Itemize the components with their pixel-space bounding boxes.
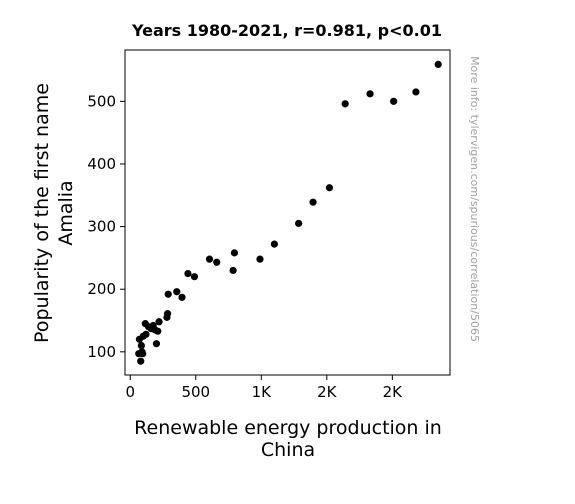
data-point xyxy=(178,293,186,301)
plot-area: 0 500 1K 2K 2K 100 200 300 400 500 xyxy=(87,49,451,401)
data-point xyxy=(256,255,264,263)
data-point xyxy=(155,318,163,326)
data-point xyxy=(366,90,374,98)
data-point xyxy=(341,100,349,108)
y-tick-label: 300 xyxy=(87,218,116,236)
data-point xyxy=(230,249,239,257)
data-point xyxy=(213,258,221,266)
data-point xyxy=(434,60,442,69)
y-axis-label-line-1: Popularity of the first name xyxy=(31,83,53,343)
y-tick-label: 500 xyxy=(87,92,116,110)
x-tick-label: 1K xyxy=(252,383,273,401)
y-tick-label: 200 xyxy=(87,280,116,298)
data-point xyxy=(309,198,317,206)
data-point xyxy=(229,266,237,275)
data-point xyxy=(163,310,172,318)
y-tick-label: 100 xyxy=(87,343,116,361)
data-point xyxy=(205,255,214,263)
x-axis-label-line-1: Renewable energy production in xyxy=(134,417,442,439)
watermark-text: More info: tylervigen.com/spurious/corre… xyxy=(468,56,481,342)
data-point xyxy=(190,273,199,281)
y-axis-label: Popularity of the first name Amalia xyxy=(31,83,77,343)
data-point xyxy=(137,357,145,365)
data-point xyxy=(390,97,398,105)
data-point xyxy=(184,269,192,278)
data-point xyxy=(173,288,181,296)
data-point xyxy=(164,290,172,298)
data-point xyxy=(139,350,147,358)
data-point xyxy=(142,330,150,338)
data-point xyxy=(295,219,303,228)
plot-frame xyxy=(124,49,451,376)
x-axis-label-line-2: China xyxy=(261,439,315,461)
data-point xyxy=(325,184,334,192)
data-point xyxy=(154,327,162,335)
data-point xyxy=(412,88,420,96)
x-tick-label: 500 xyxy=(181,383,210,401)
chart-title: Years 1980-2021, r=0.981, p<0.01 xyxy=(131,21,442,40)
data-point xyxy=(137,341,145,350)
x-tick-label: 0 xyxy=(125,383,135,401)
y-tick-label: 400 xyxy=(87,155,116,173)
x-tick-label: 2K xyxy=(383,383,404,401)
data-point xyxy=(152,340,161,348)
y-axis-label-line-2: Amalia xyxy=(55,180,77,245)
data-point xyxy=(270,240,278,248)
x-tick-label: 2K xyxy=(317,383,338,401)
